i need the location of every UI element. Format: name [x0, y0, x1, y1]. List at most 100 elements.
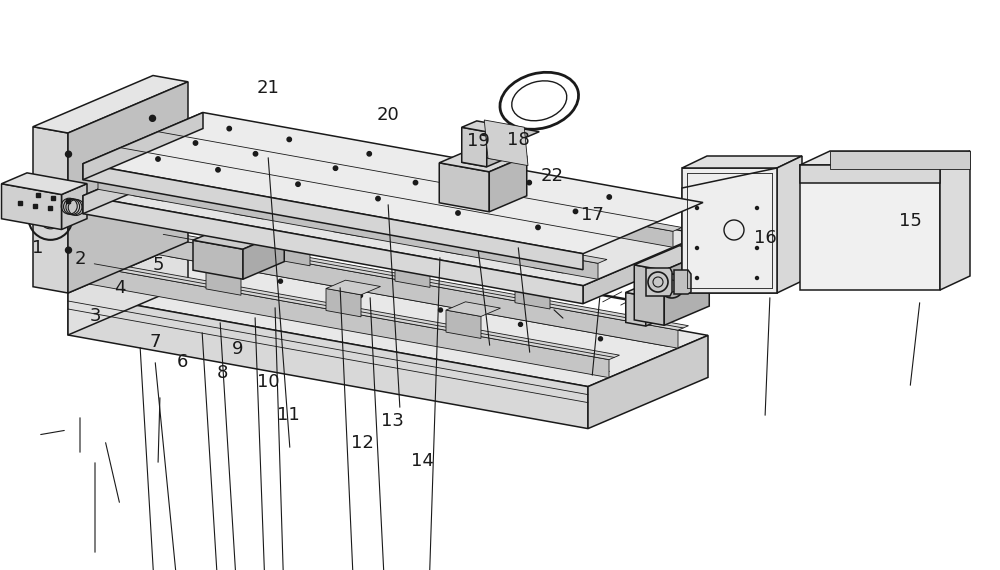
Polygon shape	[233, 207, 278, 219]
Polygon shape	[777, 156, 802, 293]
Polygon shape	[83, 145, 703, 286]
Text: 10: 10	[257, 373, 279, 391]
Polygon shape	[634, 246, 709, 270]
Polygon shape	[83, 145, 203, 214]
Polygon shape	[489, 156, 527, 212]
Circle shape	[543, 217, 548, 222]
Text: 17: 17	[581, 206, 603, 225]
Polygon shape	[433, 243, 478, 255]
Text: 15: 15	[899, 212, 921, 230]
Circle shape	[493, 195, 498, 199]
Polygon shape	[62, 184, 87, 230]
Circle shape	[607, 195, 611, 199]
Polygon shape	[446, 302, 501, 316]
Circle shape	[358, 294, 362, 298]
Circle shape	[456, 211, 460, 215]
Polygon shape	[89, 262, 620, 360]
Text: 1: 1	[32, 239, 44, 257]
Circle shape	[483, 206, 488, 211]
Circle shape	[253, 152, 258, 156]
Polygon shape	[940, 151, 970, 290]
Polygon shape	[68, 293, 588, 429]
Circle shape	[518, 323, 522, 327]
Polygon shape	[98, 169, 607, 263]
Circle shape	[756, 246, 759, 250]
Circle shape	[234, 299, 238, 303]
Polygon shape	[682, 168, 777, 293]
Polygon shape	[193, 223, 284, 249]
Text: 16: 16	[754, 229, 776, 247]
Ellipse shape	[512, 81, 567, 121]
Polygon shape	[682, 168, 777, 293]
Circle shape	[198, 265, 202, 269]
Text: 8: 8	[216, 364, 228, 382]
Polygon shape	[515, 280, 550, 309]
Circle shape	[66, 151, 72, 157]
Polygon shape	[83, 196, 583, 304]
Text: 22: 22	[540, 166, 564, 185]
Circle shape	[598, 337, 602, 341]
Polygon shape	[515, 272, 570, 287]
Polygon shape	[275, 229, 330, 244]
Circle shape	[474, 341, 478, 345]
Circle shape	[206, 180, 210, 184]
Circle shape	[293, 172, 298, 177]
Text: 13: 13	[381, 412, 403, 430]
Polygon shape	[133, 189, 178, 201]
Polygon shape	[634, 265, 664, 325]
Polygon shape	[800, 165, 940, 183]
Circle shape	[278, 279, 283, 283]
Circle shape	[696, 246, 698, 250]
Polygon shape	[158, 232, 688, 330]
Polygon shape	[326, 280, 380, 295]
Circle shape	[218, 204, 223, 209]
Text: 7: 7	[149, 333, 161, 351]
Polygon shape	[830, 151, 970, 169]
Polygon shape	[626, 292, 646, 326]
Text: 12: 12	[351, 434, 373, 453]
Polygon shape	[68, 242, 188, 335]
Polygon shape	[583, 234, 703, 304]
Polygon shape	[83, 112, 203, 180]
Circle shape	[348, 227, 353, 233]
Circle shape	[156, 157, 160, 161]
Polygon shape	[800, 151, 970, 165]
Circle shape	[696, 206, 698, 210]
Polygon shape	[33, 75, 188, 133]
Polygon shape	[800, 165, 940, 290]
Circle shape	[573, 209, 578, 214]
Circle shape	[326, 201, 330, 206]
Polygon shape	[664, 251, 709, 325]
Polygon shape	[326, 288, 361, 317]
Circle shape	[154, 284, 158, 288]
Circle shape	[287, 137, 291, 141]
Circle shape	[314, 313, 318, 317]
Polygon shape	[395, 259, 430, 287]
Polygon shape	[33, 127, 68, 293]
Text: 11: 11	[277, 406, 299, 424]
Text: 5: 5	[152, 256, 164, 274]
Polygon shape	[2, 184, 62, 230]
Text: 20: 20	[377, 106, 399, 124]
Polygon shape	[68, 242, 708, 386]
Circle shape	[506, 233, 511, 238]
Circle shape	[394, 327, 398, 331]
Text: 2: 2	[74, 250, 86, 268]
Circle shape	[296, 182, 300, 186]
Polygon shape	[206, 267, 241, 295]
Circle shape	[150, 115, 156, 121]
Circle shape	[756, 206, 759, 210]
Polygon shape	[484, 120, 528, 166]
Circle shape	[288, 217, 293, 222]
Circle shape	[66, 247, 72, 253]
Circle shape	[168, 196, 173, 200]
Text: 14: 14	[411, 451, 433, 470]
Polygon shape	[83, 164, 583, 270]
Circle shape	[696, 276, 698, 279]
Polygon shape	[646, 268, 672, 296]
Polygon shape	[83, 112, 703, 254]
Circle shape	[363, 185, 368, 190]
Polygon shape	[100, 282, 610, 375]
Polygon shape	[68, 82, 188, 293]
Polygon shape	[158, 237, 678, 348]
